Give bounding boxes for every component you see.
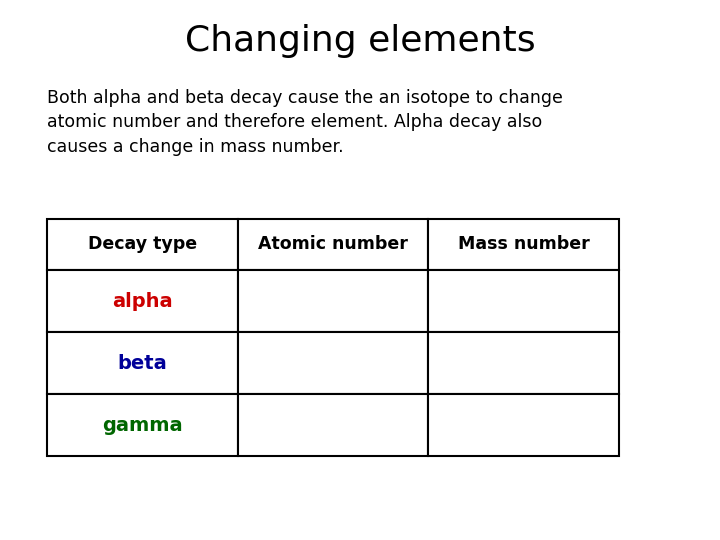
Text: alpha: alpha — [112, 292, 173, 310]
Text: Decay type: Decay type — [88, 235, 197, 253]
Bar — [47, 270, 238, 332]
Text: Mass number: Mass number — [458, 235, 590, 253]
Bar — [428, 270, 619, 332]
Bar — [238, 332, 428, 394]
Bar — [47, 394, 238, 456]
Bar — [238, 394, 428, 456]
Bar — [428, 394, 619, 456]
Text: Changing elements: Changing elements — [185, 24, 535, 58]
Bar — [238, 270, 428, 332]
Bar — [47, 332, 238, 394]
Text: Both alpha and beta decay cause the an isotope to change
atomic number and there: Both alpha and beta decay cause the an i… — [47, 89, 562, 156]
Bar — [238, 219, 428, 270]
Text: Atomic number: Atomic number — [258, 235, 408, 253]
Text: gamma: gamma — [102, 416, 182, 435]
Text: beta: beta — [117, 354, 167, 373]
Bar — [428, 219, 619, 270]
Bar — [428, 332, 619, 394]
Bar — [47, 219, 238, 270]
